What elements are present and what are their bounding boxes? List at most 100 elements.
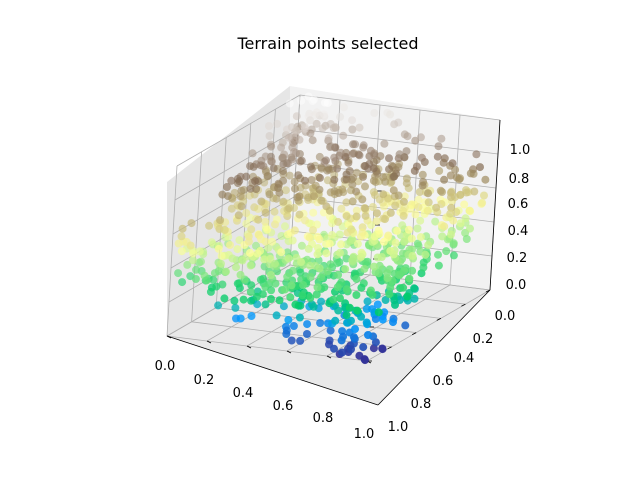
scatter-point xyxy=(342,198,351,207)
scatter-point xyxy=(292,112,301,121)
y-tick-label: 1.0 xyxy=(388,420,409,435)
scatter-point xyxy=(317,273,326,282)
scatter-point xyxy=(242,172,251,181)
scatter-point xyxy=(386,208,395,217)
scatter-point xyxy=(456,190,465,199)
scatter-point xyxy=(339,131,348,140)
scatter-point xyxy=(297,156,306,165)
scatter-point xyxy=(315,185,324,194)
scatter-point xyxy=(399,211,408,220)
scatter-point xyxy=(373,300,382,309)
scatter-point xyxy=(447,193,455,202)
scatter-point xyxy=(324,134,333,143)
scatter-point xyxy=(386,283,395,292)
scatter-point xyxy=(267,157,276,166)
y-tick-label: 0.4 xyxy=(454,351,475,366)
y-tick-label: 0.6 xyxy=(433,374,454,389)
z-tick-label: 0.6 xyxy=(508,197,529,212)
scatter-point xyxy=(288,266,297,275)
scatter-point xyxy=(312,290,321,299)
scatter-point xyxy=(372,217,381,226)
scatter-point xyxy=(342,212,351,221)
scatter-point xyxy=(326,212,334,221)
scatter-point xyxy=(233,245,242,254)
scatter-point xyxy=(309,95,318,104)
scatter-point xyxy=(285,99,294,108)
scatter-point xyxy=(248,149,257,158)
floor-grid-line xyxy=(166,335,368,362)
scatter-point xyxy=(436,186,445,195)
scatter-point xyxy=(373,253,382,262)
scatter-point xyxy=(315,235,324,244)
scatter-point xyxy=(246,248,254,257)
scatter-point xyxy=(338,348,347,357)
scatter-point xyxy=(362,304,371,313)
scatter-point xyxy=(385,290,394,299)
scatter-point xyxy=(197,257,205,266)
x-tick xyxy=(436,318,441,321)
scatter-point xyxy=(267,286,276,295)
scatter-point xyxy=(336,248,344,257)
scatter-point xyxy=(405,274,414,283)
scatter-point xyxy=(313,220,321,229)
scatter-point xyxy=(449,251,458,260)
scatter-point xyxy=(352,212,361,221)
scatter-point xyxy=(253,300,262,309)
scatter-point xyxy=(295,313,304,322)
scatter-point xyxy=(333,164,342,173)
scatter-point xyxy=(223,192,232,201)
scatter-point xyxy=(470,187,479,196)
scatter-point xyxy=(447,230,455,239)
back-grid-line xyxy=(297,128,499,155)
scatter-point xyxy=(447,203,456,212)
scatter-point xyxy=(242,209,251,217)
scatter-point xyxy=(339,103,348,112)
scatter-point xyxy=(267,271,275,279)
scatter-point xyxy=(227,204,236,213)
scatter-point xyxy=(272,311,281,320)
scatter-point xyxy=(246,288,255,296)
scatter-point xyxy=(342,285,351,294)
x-tick-label: 1.0 xyxy=(354,427,375,442)
scatter-point xyxy=(306,116,315,125)
scatter-point xyxy=(323,267,332,275)
scatter-point xyxy=(326,326,335,335)
scatter-point xyxy=(290,177,299,186)
scatter-point xyxy=(408,266,417,275)
scatter-point xyxy=(336,148,345,157)
scatter-point xyxy=(378,345,387,354)
scatter-point xyxy=(283,272,292,281)
scatter-point xyxy=(337,336,346,345)
scatter-points xyxy=(174,92,490,365)
scatter-point xyxy=(318,124,327,133)
scatter-point xyxy=(281,186,290,195)
x-tick-label: 0.8 xyxy=(313,411,334,426)
scatter-point xyxy=(472,150,481,159)
scatter-point xyxy=(439,158,448,167)
scatter-point xyxy=(395,271,404,280)
scatter-point xyxy=(418,181,427,190)
scatter-point xyxy=(391,201,400,210)
scatter-point xyxy=(333,283,342,292)
scatter-point xyxy=(261,152,270,161)
scatter-point xyxy=(306,261,314,270)
scatter-point xyxy=(385,165,393,174)
scatter-point xyxy=(460,200,469,209)
scatter-point xyxy=(424,189,432,198)
scatter-point xyxy=(188,256,197,265)
scatter-point xyxy=(210,269,219,278)
y-tick-labels: 0.0 0.2 0.4 0.6 0.8 1.0 xyxy=(388,309,516,435)
scatter-point xyxy=(418,170,427,179)
scatter-point xyxy=(348,116,357,125)
back-grid-line xyxy=(293,196,495,223)
scatter-point xyxy=(435,166,444,175)
scatter-point xyxy=(299,281,308,289)
scatter-point xyxy=(246,184,255,193)
scatter-point xyxy=(334,306,343,315)
scatter-point xyxy=(271,220,279,229)
scatter-point xyxy=(306,129,315,138)
scatter-point xyxy=(330,175,339,184)
scatter-point xyxy=(446,171,455,180)
scatter-point xyxy=(174,269,183,278)
scatter-point xyxy=(260,255,269,264)
